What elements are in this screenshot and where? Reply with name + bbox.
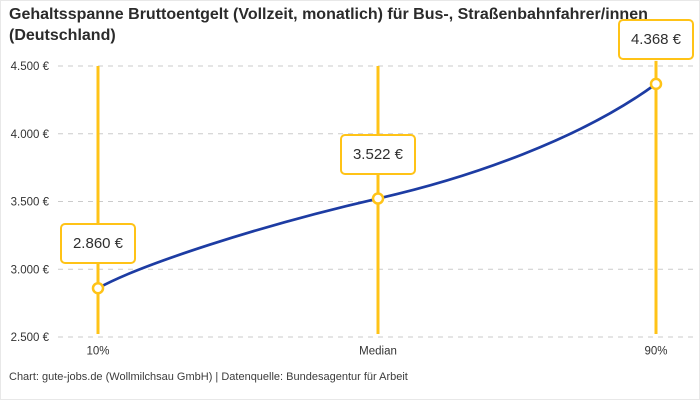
x-axis-tick-label: 10% [86,346,109,358]
chart-title: Gehaltsspanne Bruttoentgelt (Vollzeit, m… [9,6,648,44]
y-axis-tick-label: 3.000 € [11,264,50,276]
data-point-marker [91,281,105,295]
y-axis-tick-label: 4.000 € [11,129,50,141]
data-point-marker [649,77,663,91]
value-label-box: 4.368 € [618,18,694,60]
source-credit: Chart: gute-jobs.de (Wollmilchsau GmbH) … [9,371,408,383]
y-axis-tick-label: 2.500 € [11,332,50,344]
data-point-marker [371,192,385,205]
value-label-box: 2.860 € [60,223,136,265]
x-axis-tick-label: Median [359,346,397,358]
x-axis-tick-label: 90% [644,346,667,358]
y-axis-tick-label: 3.500 € [11,197,50,209]
value-label-box: 3.522 € [340,133,416,175]
y-axis-tick-label: 4.500 € [11,61,50,73]
